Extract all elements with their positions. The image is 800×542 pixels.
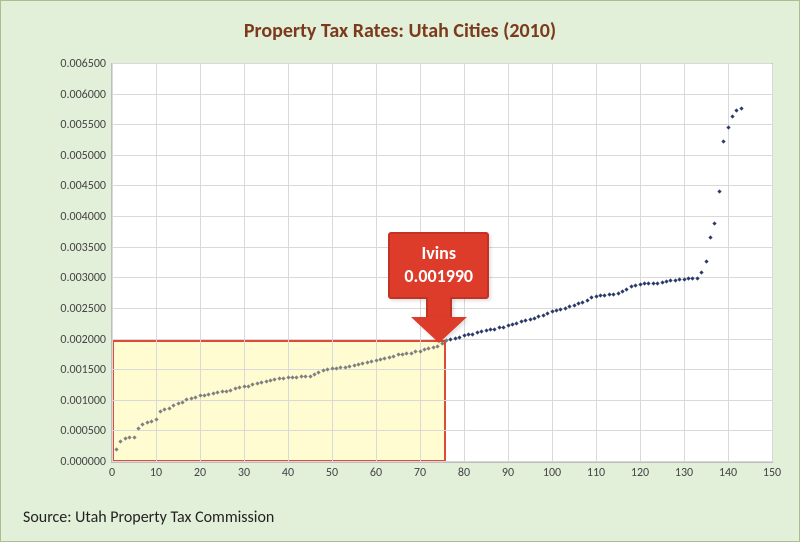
source-text: Source: Utah Property Tax Commission [23,508,274,527]
x-tick-label: 10 [150,466,162,480]
y-tick-label: 0.003500 [60,241,106,255]
x-tick-label: 30 [238,466,250,480]
data-point [633,283,637,287]
plot-wrapper: 0.000000 0.000500 0.001000 0.001500 0.002000… [37,57,781,489]
data-point [154,417,158,421]
x-tick-label: 50 [326,466,338,480]
highlight-region [112,340,446,462]
data-point [515,321,519,325]
data-point [493,327,497,331]
x-tick-label: 20 [194,466,206,480]
x-tick-label: 0 [109,466,115,480]
callout-label-value: 0.001990 [404,265,473,288]
y-tick-label: 0.000000 [60,455,106,469]
data-point [713,221,717,225]
x-tick-label: 60 [370,466,382,480]
data-point [501,325,505,329]
data-point [611,292,615,296]
x-tick-label: 150 [763,466,781,480]
y-tick-label: 0.002000 [60,333,106,347]
data-point [677,277,681,281]
x-tick-label: 80 [458,466,470,480]
callout-annotation: Ivins0.001990 [388,232,489,343]
x-tick-label: 120 [631,466,649,480]
data-point [669,279,673,283]
data-point [625,287,629,291]
data-point [699,270,703,274]
data-point [589,296,593,300]
y-tick-label: 0.003000 [60,271,106,285]
data-point [730,115,734,119]
y-tick-label: 0.001500 [60,363,106,377]
data-point [585,298,589,302]
data-point [695,276,699,280]
data-point [708,236,712,240]
data-point [691,277,695,281]
y-tick-label: 0.005500 [60,118,106,132]
x-tick-label: 110 [587,466,605,480]
x-tick-label: 130 [675,466,693,480]
y-tick-label: 0.005000 [60,149,106,163]
data-point [721,139,725,143]
data-point [726,126,730,130]
y-tick-label: 0.004500 [60,179,106,193]
x-tick-label: 90 [502,466,514,480]
data-point [735,108,739,112]
data-point [616,291,620,295]
chart-frame: Property Tax Rates: Utah Cities (2010) 0… [0,0,800,542]
x-tick-label: 70 [414,466,426,480]
data-point [563,306,567,310]
data-point [704,259,708,263]
y-tick-label: 0.001000 [60,394,106,408]
chart-title: Property Tax Rates: Utah Cities (2010) [1,19,799,43]
data-point [739,106,743,110]
x-tick-label: 100 [543,466,561,480]
x-tick-label: 140 [719,466,737,480]
y-tick-label: 0.000500 [60,424,106,438]
data-point [581,300,585,304]
data-point [717,189,721,193]
data-point [572,303,576,307]
data-point [655,281,659,285]
plot-area: 0.0000000.0005000.0010000.0015000.002000… [111,63,773,463]
y-tick-label: 0.004000 [60,210,106,224]
data-point [545,312,549,316]
callout-label-city: Ivins [404,242,473,265]
y-tick-label: 0.002500 [60,302,106,316]
x-tick-label: 40 [282,466,294,480]
y-tick-label: 0.006000 [60,88,106,102]
y-tick-label: 0.006500 [60,57,106,71]
